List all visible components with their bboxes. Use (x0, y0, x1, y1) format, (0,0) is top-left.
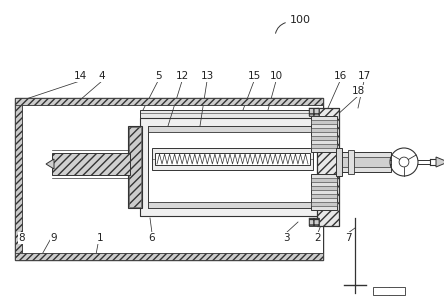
Bar (148, 202, 317, 208)
Bar (15, 98, 323, 105)
Text: 5: 5 (155, 71, 161, 81)
Bar (339, 157, 391, 167)
Bar (311, 174, 337, 210)
Polygon shape (46, 159, 54, 169)
Bar (309, 108, 319, 116)
Bar (22, 105, 323, 253)
Text: 2: 2 (315, 233, 321, 243)
Bar (311, 178, 337, 182)
Text: 1: 1 (97, 233, 103, 243)
Text: 100: 100 (290, 15, 311, 25)
Bar (311, 120, 337, 124)
Bar (317, 108, 339, 226)
Text: 6: 6 (149, 233, 155, 243)
Bar (311, 128, 337, 132)
Bar (140, 118, 325, 216)
Bar (129, 127, 141, 207)
Bar (148, 126, 317, 208)
Text: 18: 18 (351, 86, 365, 96)
Bar (15, 105, 22, 253)
Bar (309, 218, 319, 226)
Bar (15, 98, 323, 260)
Text: 17: 17 (357, 71, 371, 81)
Bar (152, 148, 313, 170)
Text: 13: 13 (200, 71, 214, 81)
Bar (311, 136, 337, 140)
Bar (140, 208, 323, 216)
Text: 4: 4 (99, 71, 105, 81)
Bar (311, 144, 337, 148)
Bar (155, 153, 310, 165)
Bar (348, 150, 354, 174)
Text: 8: 8 (19, 233, 25, 243)
Bar (309, 108, 319, 116)
Bar (311, 202, 337, 206)
Bar (52, 153, 130, 175)
Text: 15: 15 (247, 71, 261, 81)
Text: 10: 10 (270, 71, 282, 81)
Bar (311, 186, 337, 190)
Bar (148, 126, 317, 132)
Text: 14: 14 (73, 71, 87, 81)
Bar (140, 110, 323, 118)
Text: 3: 3 (283, 233, 289, 243)
Text: 7: 7 (345, 233, 351, 243)
Bar (15, 253, 323, 260)
Polygon shape (436, 157, 444, 167)
Bar (336, 148, 342, 176)
Text: 9: 9 (51, 233, 57, 243)
Bar (128, 126, 142, 208)
Bar (309, 218, 319, 226)
Text: 12: 12 (175, 71, 189, 81)
Bar (311, 194, 337, 198)
Text: 16: 16 (333, 71, 347, 81)
Bar (339, 152, 391, 172)
Bar (311, 116, 337, 152)
Bar (317, 108, 339, 226)
Bar (373, 287, 405, 295)
